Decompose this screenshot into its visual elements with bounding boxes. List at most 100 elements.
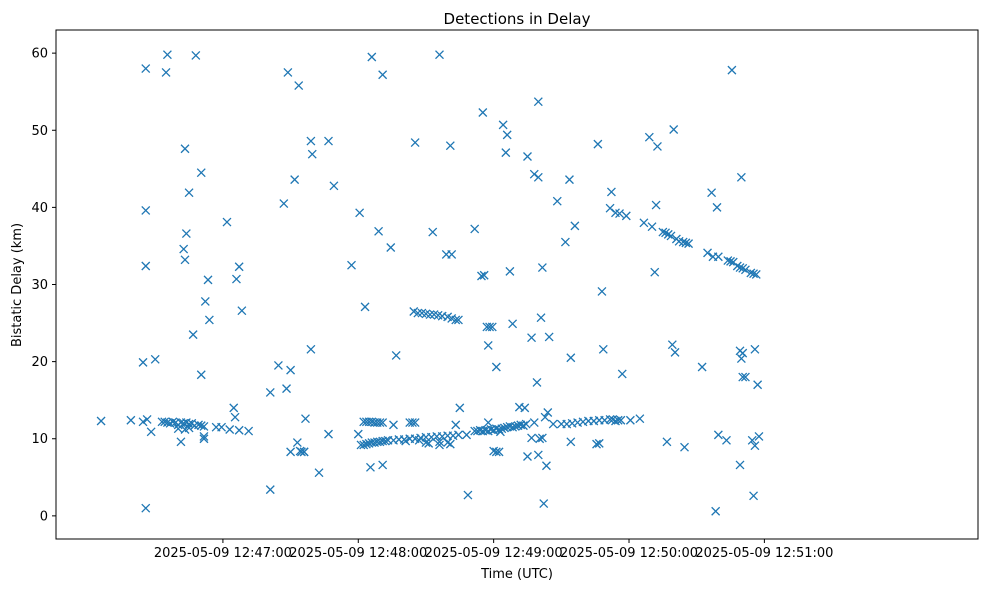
data-point [435, 437, 444, 447]
data-point [296, 447, 306, 457]
data-point [199, 431, 209, 441]
data-point [566, 353, 576, 363]
data-point [732, 261, 742, 271]
data-point [126, 415, 136, 425]
data-point [142, 415, 152, 424]
data-point [367, 52, 377, 62]
data-point [494, 425, 504, 434]
data-point [548, 419, 558, 429]
data-point [286, 447, 296, 457]
data-point [361, 439, 371, 449]
data-point [196, 168, 206, 178]
data-point [747, 435, 757, 445]
data-point [713, 252, 723, 262]
data-point [529, 418, 539, 428]
data-point [230, 412, 240, 422]
data-point [597, 286, 607, 296]
y-tick-label: 0 [40, 509, 48, 524]
data-point [498, 120, 508, 130]
data-point [355, 208, 365, 218]
data-point [663, 229, 673, 239]
data-point [478, 108, 488, 117]
data-point [723, 256, 733, 266]
data-point [510, 421, 520, 431]
x-axis-label: Time (UTC) [480, 567, 553, 582]
data-point [141, 261, 151, 271]
data-point [487, 322, 497, 332]
data-point [651, 200, 661, 210]
data-point [483, 340, 493, 350]
data-point [194, 420, 204, 430]
data-point [539, 499, 549, 508]
data-point [451, 315, 461, 325]
data-point [711, 506, 721, 516]
data-point [541, 461, 551, 471]
data-point [204, 315, 214, 325]
data-point [283, 67, 293, 77]
data-point [380, 436, 390, 446]
data-point [616, 415, 626, 425]
data-point [353, 429, 363, 439]
data-point [234, 425, 244, 435]
data-point [141, 206, 151, 215]
data-point [749, 491, 759, 501]
data-point [273, 361, 283, 370]
data-point [168, 417, 178, 427]
data-point [735, 460, 745, 470]
data-point [231, 274, 241, 284]
x-tick-label: 2025-05-09 12:50:00 [560, 546, 698, 561]
data-point [443, 438, 453, 448]
data-point [414, 435, 424, 445]
data-point [662, 437, 672, 447]
data-point [639, 218, 649, 228]
data-point [606, 187, 616, 197]
data-point [366, 462, 375, 472]
data-point [495, 427, 505, 437]
data-point [324, 429, 333, 439]
data-point [199, 434, 209, 444]
data-point [697, 362, 707, 372]
data-point [749, 269, 759, 279]
data-point [234, 262, 244, 272]
data-point [217, 422, 227, 432]
data-point [523, 452, 532, 461]
x-tick-label: 2025-05-09 12:49:00 [425, 546, 563, 561]
data-point [740, 265, 750, 275]
data-point [505, 266, 515, 276]
data-point [751, 270, 761, 279]
data-point [413, 308, 423, 318]
data-point [523, 152, 532, 161]
data-point [483, 418, 493, 428]
data-point [485, 322, 495, 332]
data-point [540, 412, 550, 422]
data-point [360, 302, 370, 312]
data-point [722, 435, 731, 445]
data-point [161, 67, 171, 77]
data-point [543, 408, 553, 417]
data-point [138, 417, 148, 427]
data-point [593, 139, 603, 149]
data-point [176, 437, 186, 447]
data-point [428, 227, 438, 237]
data-point [314, 468, 324, 478]
data-point [184, 419, 194, 429]
data-point [445, 141, 455, 151]
data-point [294, 81, 304, 90]
data-point [753, 380, 763, 390]
data-point [359, 440, 369, 450]
data-point [225, 425, 235, 434]
data-point [502, 130, 512, 140]
data-point [451, 420, 461, 430]
data-point [617, 369, 627, 379]
data-point [424, 438, 434, 448]
data-point [566, 437, 576, 447]
data-point [180, 255, 190, 265]
data-point [162, 50, 172, 60]
data-point [681, 238, 691, 248]
y-tick-label: 40 [31, 201, 48, 216]
x-tick-label: 2025-05-09 12:51:00 [695, 546, 833, 561]
data-point [621, 211, 631, 221]
data-point [570, 221, 580, 231]
data-point [237, 306, 247, 316]
